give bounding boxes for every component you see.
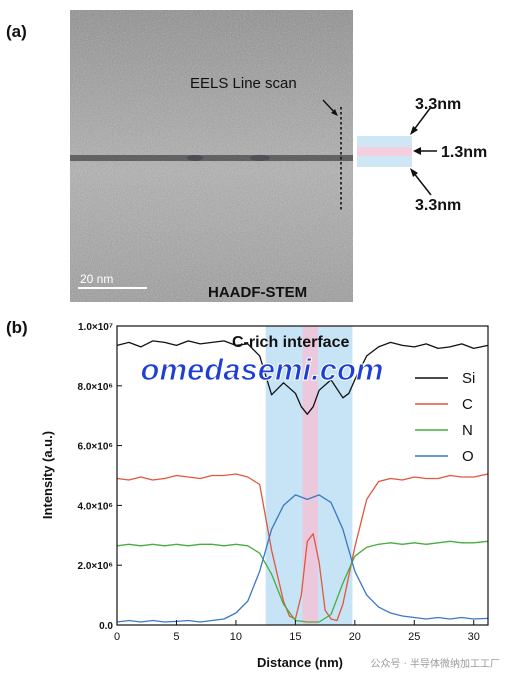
eels-profile-chart: 0.0 2.0×10⁶ 4.0×10⁶ 6.0×10⁶ 8.0×10⁶ 1.0×10⁷ 0… — [40, 322, 500, 670]
y-tick-label: 4.0×10⁶ — [78, 501, 113, 512]
image-label: HAADF-STEM — [208, 284, 307, 301]
x-tick-label: 15 — [289, 631, 301, 643]
thickness-mid-label: 1.3nm — [441, 144, 487, 161]
arrow-bottom — [412, 171, 432, 196]
x-tick-label: 20 — [349, 631, 361, 643]
legend-label-si: Si — [462, 370, 475, 387]
panel-a-label: (a) — [6, 22, 27, 41]
legend-label-c: C — [462, 396, 473, 413]
interface-dark-band — [70, 155, 353, 161]
series-line-c — [116, 473, 489, 622]
x-tick-label: 30 — [468, 631, 480, 643]
series-line-o — [116, 494, 489, 623]
legend-label-n: N — [462, 422, 473, 439]
y-axis-label: Intensity (a.u.) — [40, 431, 55, 519]
series-line-n — [116, 540, 489, 623]
x-tick-label: 5 — [173, 631, 179, 643]
interface-dark-spot — [250, 155, 270, 161]
panel-b-label: (b) — [6, 318, 28, 337]
interface-dark-spot — [187, 155, 203, 161]
scale-bar-label: 20 nm — [80, 272, 113, 286]
y-tick-label: 8.0×10⁶ — [78, 382, 113, 393]
x-axis-label: Distance (nm) — [257, 655, 343, 670]
y-tick-label: 6.0×10⁶ — [78, 442, 113, 453]
haadf-stem-image: EELS Line scan 20 nm HAADF-STEM — [70, 10, 353, 302]
thickness-top-label: 3.3nm — [415, 96, 461, 113]
y-tick-label: 1.0×10⁷ — [78, 322, 113, 333]
footer-watermark: 公众号 · 半导体微纳加工工厂 — [370, 657, 500, 670]
legend-label-o: O — [462, 448, 474, 465]
x-tick-label: 25 — [408, 631, 420, 643]
arrow-top — [412, 106, 432, 132]
inner-band — [357, 147, 412, 156]
y-tick-label: 2.0×10⁶ — [78, 561, 113, 572]
thickness-bottom-label: 3.3nm — [415, 197, 461, 214]
y-tick-label: 0.0 — [99, 621, 113, 632]
thickness-schematic: 3.3nm 1.3nm 3.3nm — [357, 96, 487, 214]
plot-frame — [116, 325, 489, 626]
x-tick-label: 10 — [230, 631, 242, 643]
watermark: omedasemi.com — [141, 352, 384, 387]
chart-annotation: C-rich interface — [232, 334, 349, 351]
line-scan-label: EELS Line scan — [190, 75, 297, 92]
x-tick-label: 0 — [114, 631, 120, 643]
series-line-si — [116, 340, 489, 415]
